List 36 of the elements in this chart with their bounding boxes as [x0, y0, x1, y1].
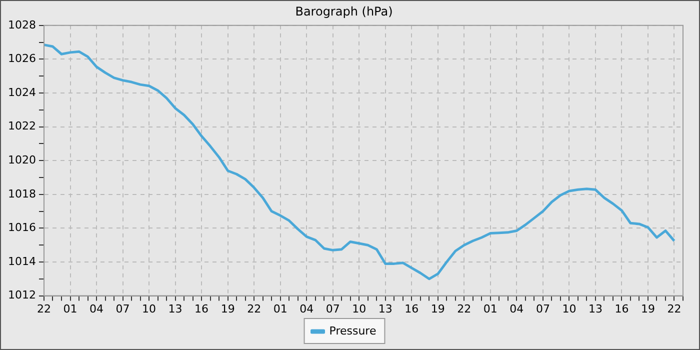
- x-tick-label: 01: [63, 302, 78, 316]
- x-tick-label: 10: [352, 302, 366, 316]
- x-tick-label: 01: [273, 302, 288, 316]
- x-tick-label: 07: [536, 302, 550, 316]
- x-tick-label: 01: [483, 302, 498, 316]
- y-tick-label: 1022: [8, 120, 36, 133]
- x-tick-label: 22: [36, 302, 51, 316]
- y-tick-label: 1026: [8, 52, 36, 66]
- x-tick-label: 04: [90, 302, 104, 316]
- x-tick-label: 04: [300, 302, 314, 316]
- x-tick-label: 16: [614, 302, 629, 316]
- y-tick-label: 1014: [8, 254, 36, 268]
- x-tick-label: 07: [116, 302, 130, 316]
- x-tick-label: 19: [220, 302, 235, 316]
- x-tick-label: 10: [142, 302, 156, 316]
- legend-label: Pressure: [329, 324, 376, 338]
- x-tick-label: 07: [326, 302, 340, 316]
- x-tick-label: 13: [588, 302, 602, 316]
- x-tick-label: 22: [667, 302, 682, 316]
- y-tick-label: 1024: [8, 86, 36, 99]
- x-tick-label: 10: [562, 302, 576, 316]
- y-tick-label: 1020: [8, 153, 36, 166]
- x-tick-label: 19: [430, 302, 445, 316]
- chart-title: Barograph (hPa): [295, 4, 393, 18]
- x-tick-label: 04: [510, 302, 524, 316]
- x-tick-label: 16: [404, 302, 419, 316]
- y-tick-label: 1018: [8, 187, 36, 200]
- y-tick-label: 1012: [8, 288, 36, 302]
- x-tick-label: 13: [378, 302, 392, 316]
- x-tick-label: 22: [457, 302, 472, 316]
- x-tick-label: 13: [168, 302, 182, 316]
- y-tick-label: 1016: [8, 221, 36, 234]
- x-tick-label: 16: [194, 302, 209, 316]
- x-tick-label: 19: [640, 302, 655, 316]
- y-tick-label: 1028: [8, 18, 36, 32]
- x-tick-label: 22: [247, 302, 262, 316]
